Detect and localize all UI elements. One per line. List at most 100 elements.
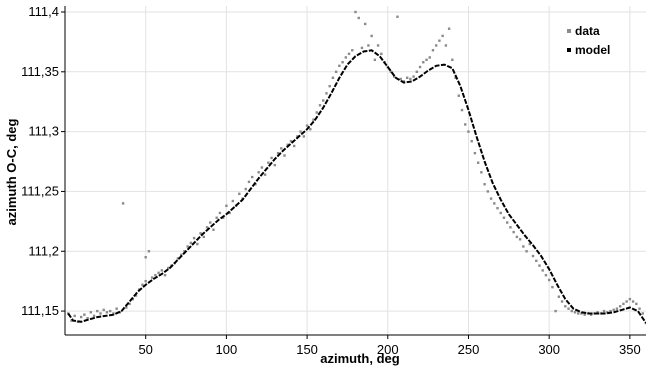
data-point (476, 161, 480, 164)
data-point (260, 166, 264, 169)
x-tick-label: 250 (458, 342, 480, 357)
data-point (325, 92, 328, 95)
data-point (202, 235, 205, 239)
data-point (573, 311, 577, 314)
data-point (247, 180, 251, 184)
data-point (334, 70, 338, 73)
data-point (79, 315, 83, 319)
data-point (399, 77, 402, 81)
data-point (112, 312, 115, 315)
data-point (564, 305, 567, 308)
data-point (154, 273, 157, 277)
data-point (225, 204, 228, 207)
data-point (580, 312, 583, 315)
data-point (205, 226, 209, 229)
data-point (292, 144, 296, 148)
data-point (70, 319, 73, 322)
data-point (518, 238, 522, 241)
data-point (547, 278, 551, 282)
data-point (351, 49, 354, 52)
data-point (528, 242, 531, 246)
data-point (141, 283, 144, 286)
data-point (641, 312, 644, 315)
y-tick-label: 111,25 (21, 183, 59, 198)
data-point (280, 147, 283, 150)
data-point (373, 58, 377, 62)
data-point (160, 269, 164, 272)
x-tick-label: 200 (377, 342, 399, 357)
data-point (363, 22, 367, 26)
y-tick-label: 111,15 (21, 303, 59, 318)
data-point (347, 52, 351, 56)
data-point (299, 130, 302, 133)
data-point (218, 211, 222, 215)
data-point (473, 151, 477, 155)
data-point (263, 173, 267, 176)
data-point (560, 300, 564, 303)
data-point (231, 199, 235, 203)
data-point (309, 128, 312, 131)
x-tick-label: 300 (538, 342, 560, 357)
y-axis-title: azimuth O-C, deg (4, 118, 19, 225)
data-point (538, 264, 541, 267)
data-point (447, 27, 451, 30)
data-point (367, 44, 370, 47)
y-tick-label: 111,4 (28, 4, 59, 19)
data-point (460, 108, 464, 112)
data-point (312, 118, 315, 121)
model-series (67, 49, 646, 324)
x-tick-label: 100 (216, 342, 238, 357)
data-point (228, 211, 231, 215)
data-point (444, 44, 448, 47)
x-axis-title: azimuth, deg (320, 351, 400, 366)
data-point (341, 61, 344, 64)
data-point (270, 156, 273, 160)
x-tick-label: 150 (296, 342, 318, 357)
y-tick-label: 111,35 (21, 64, 59, 79)
data-point (244, 187, 247, 191)
data-point (215, 216, 218, 219)
grid (65, 6, 646, 335)
data-point (328, 84, 331, 88)
model-line-path (67, 49, 646, 324)
data-point (589, 313, 593, 316)
data-point (102, 308, 105, 312)
data-point (108, 309, 112, 313)
data-point (257, 171, 260, 174)
data-point (121, 202, 125, 205)
data-point (470, 139, 473, 143)
x-ticks: 50 100 150 200 250 300 350 (138, 335, 641, 357)
data-point (302, 135, 306, 138)
y-ticks: 111,15 111,2 111,25 111,3 111,35 111,4 (21, 4, 65, 318)
data-point (189, 241, 193, 245)
data-point (483, 183, 486, 186)
data-point (276, 151, 280, 155)
data-point (331, 76, 335, 79)
data-point (415, 70, 419, 73)
data-point (344, 56, 348, 59)
data-point (625, 300, 628, 303)
data-point (489, 197, 493, 200)
data-point (360, 46, 364, 50)
data-point (551, 285, 554, 289)
data-point (638, 307, 641, 310)
data-point (209, 221, 212, 224)
data-point (251, 175, 254, 179)
data-point (557, 295, 561, 298)
data-point (612, 308, 615, 312)
data-point (183, 250, 186, 253)
y-tick-label: 111,3 (28, 124, 59, 139)
data-point (283, 154, 286, 157)
data-point (602, 309, 606, 313)
data-point (434, 44, 438, 47)
data-point (73, 314, 76, 318)
data-point (628, 297, 632, 301)
data-point (318, 104, 322, 107)
data-point (83, 313, 86, 316)
data-point (493, 202, 496, 205)
data-point (89, 311, 93, 314)
data-point (150, 276, 154, 279)
data-point (577, 312, 580, 315)
data-point (502, 216, 506, 219)
data-point (192, 236, 196, 240)
